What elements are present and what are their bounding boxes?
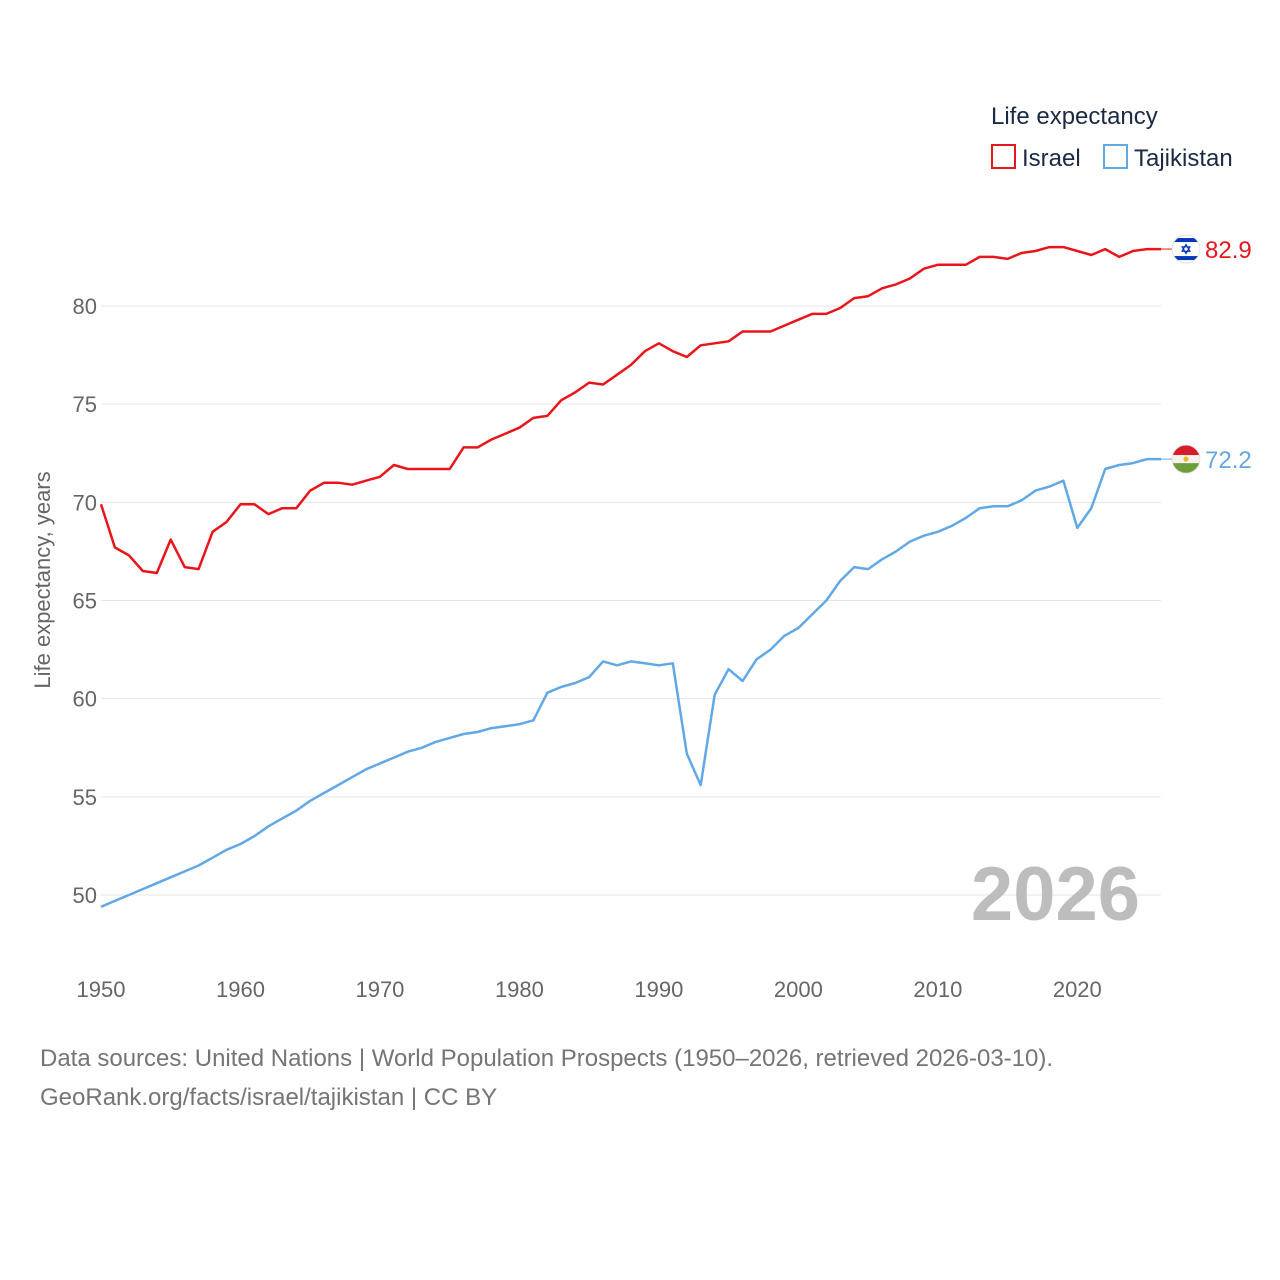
y-tick-label: 60 <box>73 687 97 712</box>
y-tick-label: 70 <box>73 490 97 515</box>
legend-label-israel: Israel <box>1022 145 1081 172</box>
gridlines <box>101 305 1161 896</box>
end-labels: 82.9 72.2 <box>1161 234 1252 474</box>
x-tick-label: 1980 <box>495 977 544 1002</box>
footer-credit[interactable]: GeoRank.org/facts/israel/tajikistan | CC… <box>40 1084 498 1111</box>
x-tick-label: 1960 <box>216 977 265 1002</box>
legend-swatch-israel <box>991 144 1016 169</box>
year-watermark: 2026 <box>971 852 1140 937</box>
legend-title: Life expectancy <box>991 103 1158 130</box>
y-axis-title: Life expectancy, years <box>30 471 55 688</box>
y-tick-label: 50 <box>73 883 97 908</box>
x-tick-label: 2020 <box>1053 977 1102 1002</box>
israel-flag-icon <box>1171 234 1201 264</box>
line-chart: 50 55 60 65 70 75 80 1950 1960 1970 1980 1990 2000 2… <box>30 103 1252 1002</box>
y-tick-label: 55 <box>73 785 97 810</box>
x-tick-label: 2000 <box>774 977 823 1002</box>
x-tick-label: 1950 <box>77 977 126 1002</box>
end-label-tajikistan: 72.2 <box>1205 447 1252 474</box>
legend-label-tajikistan: Tajikistan <box>1134 145 1233 172</box>
y-tick-label: 75 <box>73 392 97 417</box>
series-line-tajikistan[interactable] <box>100 457 1161 908</box>
x-tick-label: 1990 <box>634 977 683 1002</box>
legend-swatch-tajikistan <box>1103 144 1128 169</box>
data-sources: Data sources: United Nations | World Pop… <box>40 1045 1054 1072</box>
y-tick-label: 65 <box>73 589 97 614</box>
x-tick-label: 1970 <box>355 977 404 1002</box>
legend-item-tajikistan[interactable]: Tajikistan <box>1103 144 1233 172</box>
x-tick-label: 2010 <box>913 977 962 1002</box>
x-axis-ticks: 1950 1960 1970 1980 1990 2000 2010 2020 <box>77 977 1102 1002</box>
series-layer <box>99 245 1161 908</box>
legend-item-israel[interactable]: Israel <box>991 144 1081 172</box>
tajikistan-flag-icon <box>1171 444 1201 474</box>
legend[interactable]: Life expectancy Israel Tajikistan <box>991 103 1233 172</box>
y-tick-label: 80 <box>73 294 97 319</box>
y-axis-ticks: 50 55 60 65 70 75 80 <box>73 294 97 908</box>
series-line-israel[interactable] <box>99 245 1161 575</box>
end-label-israel: 82.9 <box>1205 237 1252 264</box>
